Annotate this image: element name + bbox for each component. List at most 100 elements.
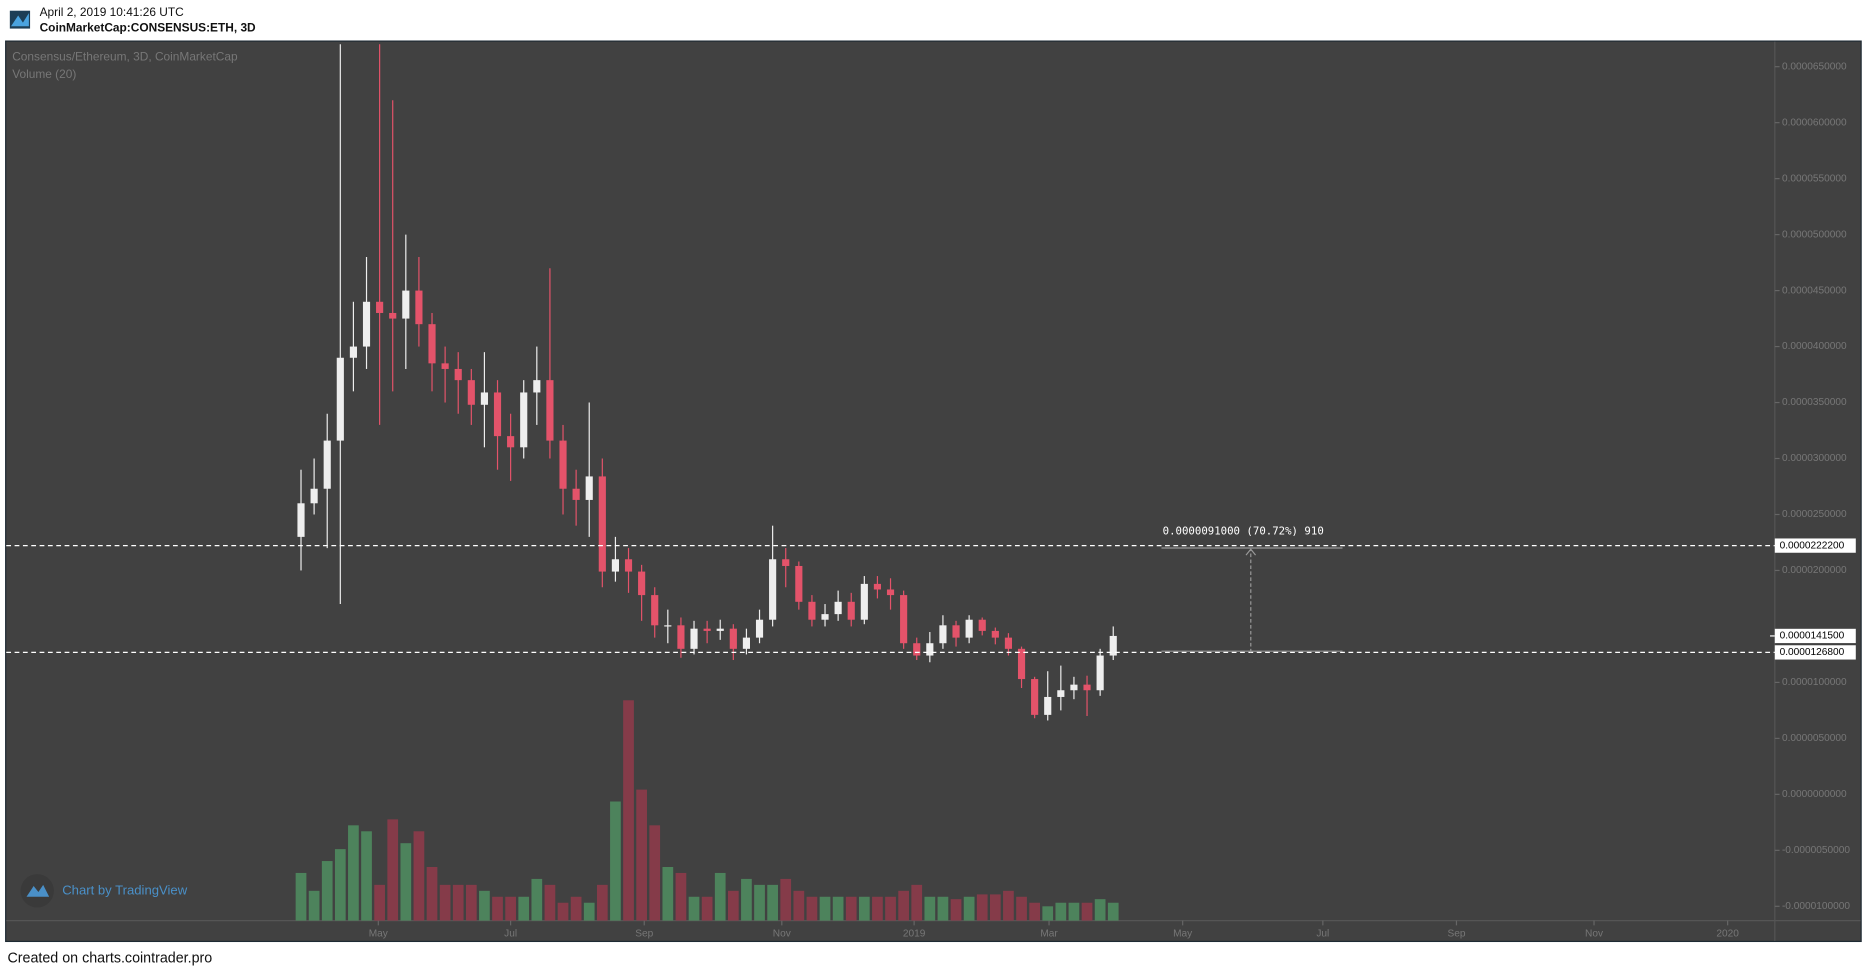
volume-bar bbox=[334, 849, 346, 921]
candle-body bbox=[507, 436, 515, 448]
candle-body bbox=[664, 625, 672, 627]
volume-bar bbox=[321, 861, 333, 921]
volume-bar bbox=[793, 890, 805, 921]
x-tick-label: 2019 bbox=[903, 928, 926, 939]
last-price-label: 0.0000141500 bbox=[1780, 631, 1845, 642]
candle-body bbox=[624, 559, 633, 572]
candle-body bbox=[349, 346, 357, 358]
candle-body bbox=[1096, 655, 1104, 691]
volume-bar bbox=[492, 896, 503, 921]
volume-bar bbox=[295, 872, 307, 921]
y-tick-label: 0.0000650000 bbox=[1782, 61, 1847, 72]
chart-frame bbox=[5, 40, 1862, 943]
volume-bar bbox=[570, 896, 582, 921]
candle-body bbox=[520, 392, 528, 448]
volume-bar bbox=[374, 884, 385, 921]
candle-body bbox=[690, 628, 698, 649]
candle-body bbox=[454, 368, 462, 381]
volume-bar bbox=[583, 902, 595, 921]
candle-body bbox=[1044, 696, 1052, 715]
candle-body bbox=[1083, 684, 1091, 691]
volume-bar bbox=[701, 896, 713, 921]
volume-bar bbox=[675, 872, 687, 921]
volume-bar bbox=[518, 896, 530, 921]
candle-body bbox=[873, 583, 882, 590]
volume-bar bbox=[806, 896, 818, 921]
candle-body bbox=[336, 357, 344, 441]
candle-body bbox=[415, 290, 423, 325]
candle-body bbox=[742, 637, 750, 649]
candle-body bbox=[428, 324, 436, 364]
candle-body bbox=[1070, 684, 1078, 691]
measure-label: 0.0000091000 (70.72%) 910 bbox=[1163, 524, 1324, 537]
y-tick-label: 0.0000000000 bbox=[1782, 789, 1847, 800]
x-tick-label: Jul bbox=[1316, 928, 1329, 939]
candle-body bbox=[546, 380, 554, 441]
candle-body bbox=[323, 440, 331, 489]
volume-bar bbox=[1068, 902, 1080, 921]
candle-body bbox=[310, 488, 318, 504]
candle-body bbox=[651, 595, 659, 626]
candle-body bbox=[769, 559, 777, 620]
y-tick-label: 0.0000350000 bbox=[1782, 397, 1847, 408]
candle-body bbox=[729, 628, 737, 649]
candle-body bbox=[991, 630, 999, 638]
candle-body bbox=[598, 476, 606, 572]
candle-body bbox=[703, 628, 711, 631]
volume-bar bbox=[610, 801, 621, 921]
volume-bar bbox=[1003, 890, 1014, 921]
volume-bar bbox=[636, 789, 647, 921]
footer: Created on charts.cointrader.pro bbox=[7, 950, 212, 966]
y-tick-label: 0.0000050000 bbox=[1782, 733, 1847, 744]
candle-body bbox=[939, 625, 947, 644]
candle-body bbox=[860, 583, 868, 620]
volume-bar bbox=[413, 831, 425, 921]
y-tick-label: 0.0000100000 bbox=[1782, 677, 1847, 688]
y-tick-label: 0.0000300000 bbox=[1782, 453, 1847, 464]
volume-bar bbox=[649, 825, 661, 921]
volume-bar bbox=[911, 884, 923, 921]
volume-bar bbox=[780, 878, 792, 921]
watermark: Chart by TradingView bbox=[20, 874, 188, 908]
volume-bar bbox=[1055, 902, 1067, 921]
volume-bar bbox=[479, 890, 490, 921]
candle-body bbox=[978, 619, 986, 631]
volume-bar bbox=[361, 831, 372, 921]
candle-body bbox=[886, 589, 895, 596]
candle-body bbox=[362, 301, 371, 347]
price-label-box bbox=[1774, 645, 1856, 660]
volume-bar bbox=[1094, 899, 1106, 921]
candle-body bbox=[402, 290, 410, 319]
candle-body bbox=[467, 380, 475, 405]
candle-body bbox=[795, 565, 803, 602]
x-tick-label: May bbox=[1173, 928, 1193, 939]
candle-body bbox=[926, 643, 934, 656]
volume-bar bbox=[885, 896, 896, 921]
candle-body bbox=[559, 440, 567, 489]
volume-bar bbox=[1042, 906, 1054, 921]
candle-body bbox=[480, 392, 488, 405]
volume-legend: Volume (20) bbox=[12, 67, 76, 81]
y-tick-label: 0.0000400000 bbox=[1782, 341, 1847, 352]
candle-body bbox=[847, 601, 855, 620]
volume-bar bbox=[400, 843, 412, 921]
y-tick-label: -0.0000100000 bbox=[1782, 901, 1850, 912]
x-tick-label: Nov bbox=[1585, 928, 1604, 939]
volume-bar bbox=[714, 872, 726, 921]
y-tick-label: 0.0000450000 bbox=[1782, 285, 1847, 296]
price-label: 0.0000126800 bbox=[1780, 647, 1845, 658]
candle-body bbox=[1057, 690, 1065, 697]
x-tick-label: May bbox=[369, 928, 389, 939]
watermark-text: Chart by TradingView bbox=[62, 882, 187, 897]
x-tick-label: Mar bbox=[1040, 928, 1058, 939]
volume-bar bbox=[387, 819, 399, 921]
volume-bar bbox=[832, 896, 844, 921]
candle-body bbox=[376, 301, 384, 313]
candle-body bbox=[677, 625, 685, 649]
volume-bar bbox=[1029, 902, 1040, 921]
volume-bar bbox=[767, 884, 778, 921]
volume-bar bbox=[426, 867, 438, 921]
candle-body bbox=[900, 595, 908, 644]
volume-bar bbox=[688, 896, 700, 921]
